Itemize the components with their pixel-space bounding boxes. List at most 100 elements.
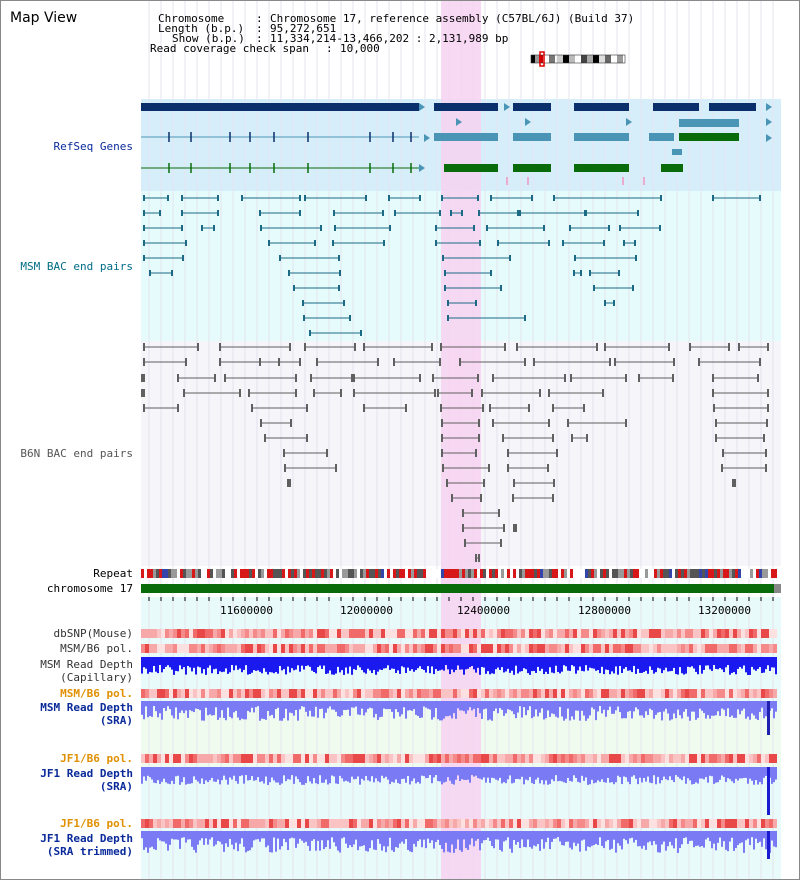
jf1-trimmed-depth-bar xyxy=(207,831,209,845)
jf1-sra-depth-bar xyxy=(765,767,767,776)
dbsnp-heat-cell xyxy=(537,629,541,638)
msm-capillary-depth-bar xyxy=(471,657,473,667)
jf1-sra-depth-bar xyxy=(215,767,217,782)
dbsnp-heat-cell xyxy=(717,629,721,638)
repeat-segment xyxy=(225,569,228,578)
jf1-trimmed-depth-bar xyxy=(667,831,669,847)
jf1-sra-depth-bar xyxy=(261,767,263,782)
msm-capillary-depth-bar xyxy=(203,657,205,670)
msm-b6-pol-sra-heat-cell xyxy=(197,689,201,698)
dbsnp-heat-cell xyxy=(377,629,381,638)
msm-sra-depth-bar xyxy=(597,701,599,712)
jf1-trimmed-depth-bar xyxy=(163,831,165,842)
msm-sra-depth-bar xyxy=(467,701,469,711)
msm-capillary-depth-bar xyxy=(227,657,229,674)
jf1-b6-pol-2-heat-cell xyxy=(565,819,569,828)
msm-b6-pol-heat-cell xyxy=(633,644,637,653)
b6n-bac-end xyxy=(488,464,490,472)
msm-capillary-depth-bar xyxy=(187,657,189,666)
jf1-b6-pol-heat-cell xyxy=(629,754,633,763)
msm-sra-depth-bar xyxy=(267,701,269,711)
msm-b6-pol-sra-heat-cell xyxy=(429,689,433,698)
b6n-bac-end xyxy=(363,404,365,412)
msm-sra-depth-bar xyxy=(377,701,379,720)
msm-capillary-depth-bar xyxy=(263,657,265,669)
jf1-trimmed-depth-bar xyxy=(299,831,301,839)
msm-capillary-depth-bar xyxy=(679,657,681,668)
msm-sra-depth-bar xyxy=(565,701,567,719)
jf1-b6-pol-heat-cell xyxy=(517,754,521,763)
msm-bac-end xyxy=(217,195,219,201)
coverage-value: 10,000 xyxy=(340,42,380,55)
repeat-segment xyxy=(510,569,513,578)
track-label-msm-depth-capillary: MSM Read Depth (Capillary) xyxy=(40,658,133,684)
b6n-bac-end xyxy=(197,343,199,351)
track-label-b6n-bac[interactable]: B6N BAC end pairs xyxy=(20,447,133,460)
msm-capillary-depth-bar xyxy=(291,657,293,669)
dbsnp-heat-cell xyxy=(481,629,485,638)
jf1-sra-depth-bar xyxy=(611,767,613,783)
strand-arrow xyxy=(766,103,772,111)
msm-sra-depth-bar xyxy=(695,701,697,720)
msm-capillary-depth-bar xyxy=(469,657,471,668)
jf1-sra-depth-bar xyxy=(467,767,469,780)
refseq-gene-block xyxy=(434,103,498,111)
jf1-sra-depth-bar xyxy=(635,767,637,779)
jf1-b6-pol-2-heat-cell xyxy=(529,819,533,828)
repeat-segment xyxy=(738,569,741,578)
jf1-sra-depth-bar xyxy=(543,767,545,785)
jf1-b6-pol-heat-cell xyxy=(653,754,657,763)
msm-capillary-depth-bar xyxy=(615,657,617,667)
msm-capillary-depth-bar xyxy=(259,657,261,672)
jf1-sra-depth-bar xyxy=(433,767,435,778)
repeat-segment xyxy=(618,569,621,578)
msm-capillary-depth-bar xyxy=(415,657,417,671)
msm-b6-pol-heat-cell xyxy=(677,644,681,653)
msm-b6-pol-sra-heat-cell xyxy=(533,689,537,698)
msm-capillary-depth-bar xyxy=(151,657,153,673)
jf1-trimmed-depth-bar xyxy=(223,831,225,852)
msm-bac-end xyxy=(332,240,334,246)
repeat-segment xyxy=(249,569,252,578)
msm-bac-end xyxy=(394,210,396,216)
msm-b6-pol-sra-heat-cell xyxy=(205,689,209,698)
msm-capillary-depth-bar xyxy=(645,657,647,671)
track-label-jf1-b6-pol-2: JF1/B6 pol. xyxy=(60,817,133,830)
msm-sra-depth-bar xyxy=(191,701,193,712)
msm-sra-depth-bar xyxy=(649,701,651,709)
repeat-segment xyxy=(336,569,339,578)
msm-b6-pol-heat-cell xyxy=(301,644,305,653)
jf1-b6-pol-2-heat-cell xyxy=(417,819,421,828)
repeat-segment xyxy=(144,569,147,578)
jf1-b6-pol-2-heat-cell xyxy=(493,819,497,828)
b6n-bac-end xyxy=(625,374,627,382)
jf1-sra-depth-bar xyxy=(751,767,753,781)
msm-sra-depth-bar xyxy=(655,701,657,715)
track-label-refseq-genes[interactable]: RefSeq Genes xyxy=(53,140,133,153)
jf1-b6-pol-2-heat-cell xyxy=(365,819,369,828)
msm-sra-depth-bar xyxy=(403,701,405,708)
msm-b6-pol-sra-heat-cell xyxy=(313,689,317,698)
jf1-trimmed-depth-bar xyxy=(695,831,697,846)
b6n-bac-end xyxy=(143,374,145,382)
msm-sra-depth-bar xyxy=(733,701,735,718)
jf1-b6-pol-heat-cell xyxy=(389,754,393,763)
msm-b6-pol-sra-heat-cell xyxy=(417,689,421,698)
jf1-sra-depth-bar xyxy=(617,767,619,776)
jf1-b6-pol-heat-cell xyxy=(737,754,741,763)
msm-b6-pol-heat-cell xyxy=(425,644,429,653)
coverage-sep: : xyxy=(326,42,333,55)
jf1-sra-depth-bar xyxy=(523,767,525,785)
jf1-trimmed-depth-bar xyxy=(439,831,441,846)
jf1-sra-depth-bar xyxy=(591,767,593,780)
msm-capillary-depth-bar xyxy=(701,657,703,674)
msm-sra-depth-bar xyxy=(573,701,575,720)
msm-sra-depth-bar xyxy=(533,701,535,717)
msm-capillary-depth-bar xyxy=(311,657,313,671)
msm-sra-depth-bar xyxy=(263,701,265,720)
jf1-sra-depth-bar xyxy=(723,767,725,777)
track-label-msm-bac[interactable]: MSM BAC end pairs xyxy=(20,260,133,273)
msm-sra-depth-bar xyxy=(181,701,183,711)
msm-bac-end xyxy=(143,195,145,201)
msm-sra-depth-bar xyxy=(233,701,235,713)
